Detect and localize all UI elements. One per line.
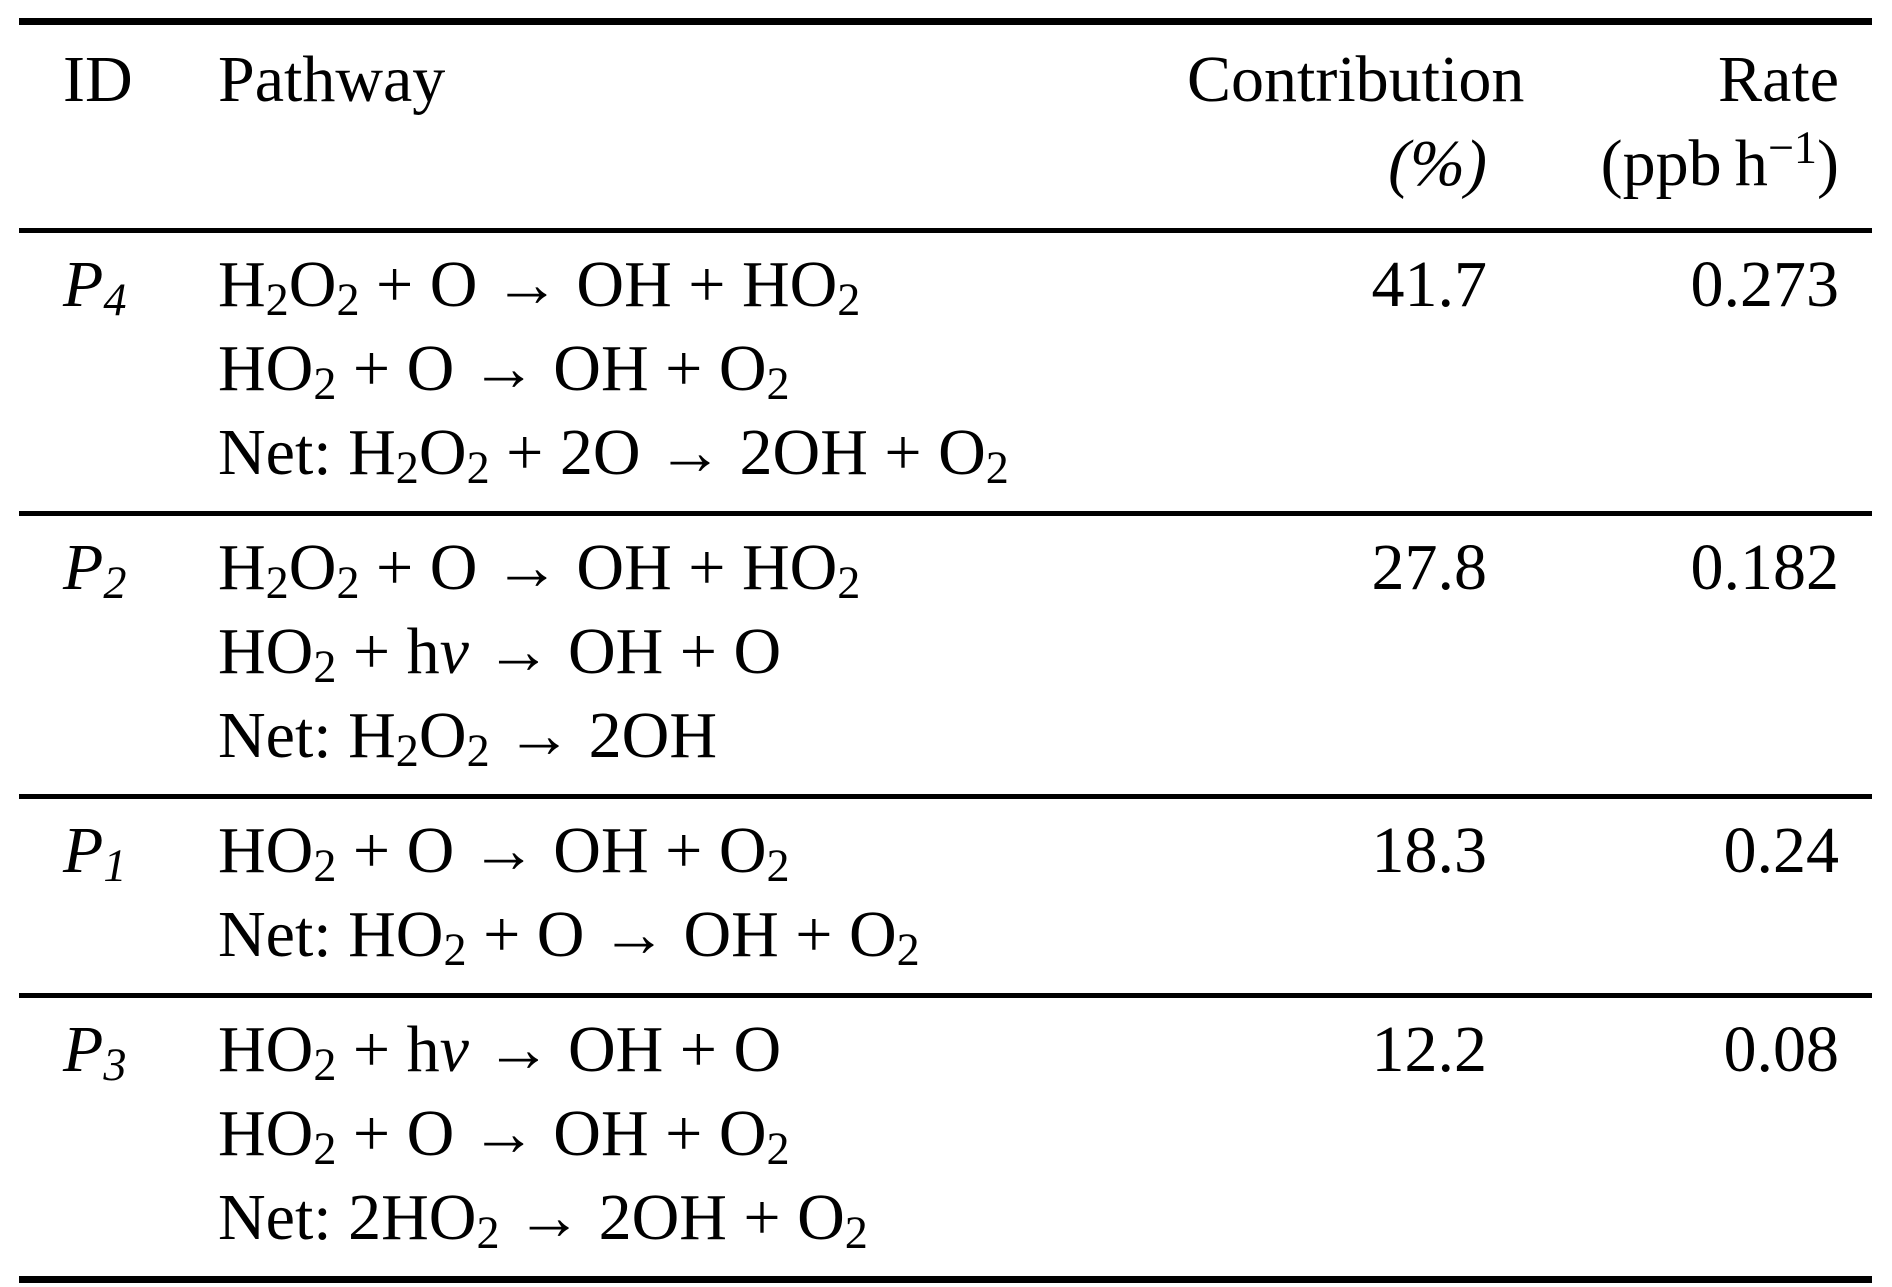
reaction-line: HO2 + hν → OH + O <box>218 1013 782 1091</box>
contribution-value: 41.7 <box>1187 228 1487 514</box>
table-row: P3 HO2 + hν → OH + O HO2 + O → OH + O2 Net:… <box>19 993 1872 1280</box>
column-header-contribution: Contribution (%) <box>1187 21 1525 233</box>
rate-value: 0.182 <box>1487 511 1872 797</box>
pathway-id: P3 <box>19 993 218 1280</box>
reaction-line: Net: 2HO2 → 2OH + O2 <box>218 1181 868 1259</box>
pathway-reactions: HO2 + hν → OH + O HO2 + O → OH + O2 Net: 2… <box>218 993 1187 1280</box>
pathway-reactions: HO2 + O → OH + O2 Net: HO2 + O → OH + O2 <box>218 794 1187 996</box>
rate-value: 0.08 <box>1487 993 1872 1280</box>
reaction-line: HO2 + O → OH + O2 <box>218 1097 790 1175</box>
contribution-value: 18.3 <box>1187 794 1487 996</box>
reaction-line: H2O2 + O → OH + HO2 <box>218 248 861 326</box>
pathway-id: P1 <box>19 794 218 996</box>
reaction-line: Net: HO2 + O → OH + O2 <box>218 898 920 976</box>
reaction-line: HO2 + hν → OH + O <box>218 615 782 693</box>
pathway-contribution-table: ID Pathway Contribution (%) Rate (ppb h−1) P4… <box>19 18 1872 1283</box>
column-label-id: ID <box>63 43 133 116</box>
contribution-value: 27.8 <box>1187 511 1487 797</box>
column-unit-rate: (ppb h−1) <box>1600 121 1839 200</box>
column-label-contribution: Contribution <box>1187 43 1525 116</box>
pathway-reactions: H2O2 + O → OH + HO2 HO2 + O → OH + O2 Net:… <box>218 228 1187 514</box>
reaction-line: HO2 + O → OH + O2 <box>218 814 790 892</box>
pathway-id: P4 <box>19 228 218 514</box>
pathway-id: P2 <box>19 511 218 797</box>
pathway-reactions: H2O2 + O → OH + HO2 HO2 + hν → OH + O Net:… <box>218 511 1187 797</box>
column-unit-contribution: (%) <box>1388 127 1487 200</box>
paper-table-container: ID Pathway Contribution (%) Rate (ppb h−1) P4… <box>19 18 1872 1283</box>
table-row: P2 H2O2 + O → OH + HO2 HO2 + hν → OH + O Ne… <box>19 511 1872 797</box>
rate-value: 0.273 <box>1487 228 1872 514</box>
column-header-rate: Rate (ppb h−1) <box>1487 21 1872 233</box>
column-label-rate: Rate <box>1718 43 1839 116</box>
reaction-line: Net: H2O2 + 2O → 2OH + O2 <box>218 416 1009 494</box>
table-row: P4 H2O2 + O → OH + HO2 HO2 + O → OH + O2 Ne… <box>19 228 1872 514</box>
contribution-value: 12.2 <box>1187 993 1487 1280</box>
table-header: ID Pathway Contribution (%) Rate (ppb h−1) <box>19 21 1872 233</box>
table-row: P1 HO2 + O → OH + O2 Net: HO2 + O → OH + O… <box>19 794 1872 996</box>
table-body: P4 H2O2 + O → OH + HO2 HO2 + O → OH + O2 Ne… <box>19 228 1872 1280</box>
column-header-id: ID <box>19 21 218 233</box>
column-label-pathway: Pathway <box>218 43 446 116</box>
header-row: ID Pathway Contribution (%) Rate (ppb h−1) <box>19 21 1872 233</box>
reaction-line: H2O2 + O → OH + HO2 <box>218 531 861 609</box>
rate-value: 0.24 <box>1487 794 1872 996</box>
column-header-pathway: Pathway <box>218 21 1187 233</box>
reaction-line: HO2 + O → OH + O2 <box>218 332 790 410</box>
reaction-line: Net: H2O2 → 2OH <box>218 699 717 777</box>
